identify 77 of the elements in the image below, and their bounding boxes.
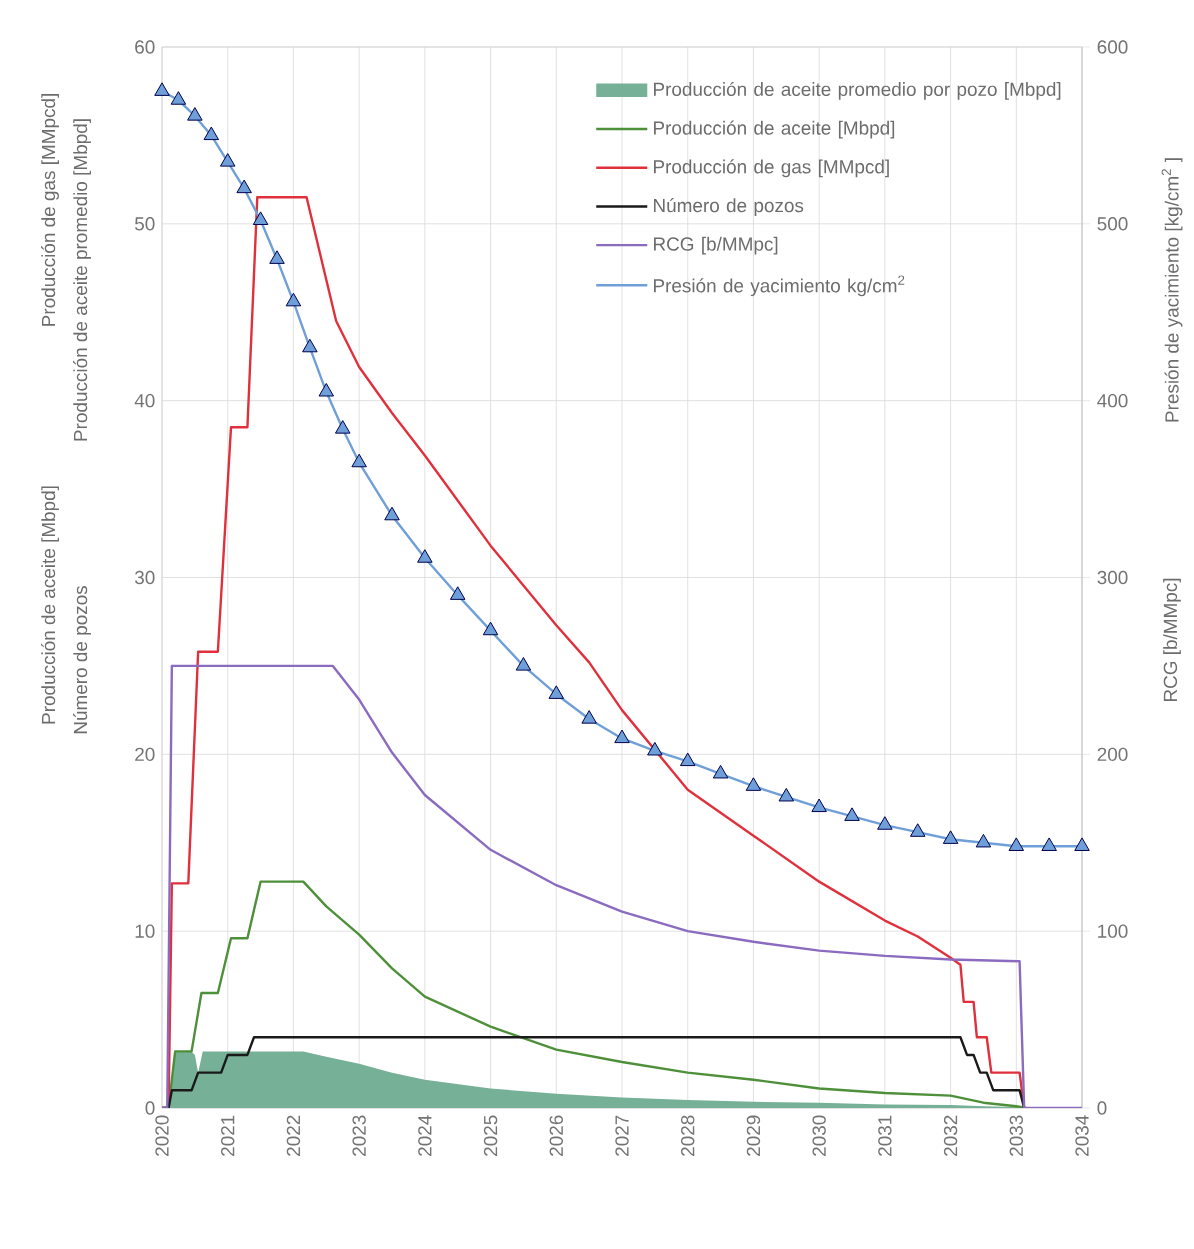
point (679, 752, 696, 767)
point (302, 338, 318, 353)
point (778, 787, 795, 802)
x-tick-label: 2034 (1075, 1115, 1089, 1156)
point (170, 91, 187, 105)
y-tick-label: 10 (135, 924, 155, 938)
point (581, 710, 597, 724)
x-tick-label: 2022 (286, 1115, 301, 1156)
x-tick-label: 2024 (418, 1115, 432, 1156)
x-tick-label: 2031 (878, 1115, 892, 1156)
point (942, 830, 959, 844)
x-tick-label: 2032 (943, 1115, 958, 1156)
point (548, 685, 565, 699)
point (1041, 837, 1057, 851)
x-tick-label: 2026 (549, 1115, 563, 1156)
y-axis-title: Producción de gas [MMpcd] (41, 94, 59, 326)
point (482, 621, 499, 636)
text: Número de pozos (73, 586, 91, 734)
point (745, 777, 762, 791)
line-series (162, 664, 1083, 1108)
point (252, 211, 269, 225)
x-tick-label: 2025 (483, 1115, 498, 1156)
point (909, 823, 926, 837)
point (154, 82, 170, 96)
point (219, 153, 236, 167)
x-tick-label: 2023 (352, 1115, 366, 1156)
x-tick-label: 2030 (812, 1115, 826, 1156)
legend-label: Producción de aceite [Mbpd] (654, 120, 895, 139)
text: Producción de aceite promedio [Mbpd] (73, 119, 91, 441)
y2-tick-label: 400 (1097, 393, 1128, 408)
y-tick-label: 40 (134, 393, 155, 408)
point (975, 833, 992, 848)
x-tick-label: 2027 (615, 1115, 629, 1156)
x-tick-label: 2020 (155, 1115, 169, 1156)
point (811, 798, 827, 813)
y2-tick-label: 100 (1098, 924, 1128, 938)
point (877, 816, 893, 830)
point (417, 549, 433, 563)
point (285, 292, 302, 307)
point (844, 807, 860, 821)
legend-label: Número de pozos (654, 198, 804, 216)
y2-tick-label: 200 (1097, 747, 1128, 762)
point (712, 764, 729, 779)
y-tick-label: 20 (135, 747, 155, 762)
point (318, 382, 335, 397)
x-tick-label: 2029 (746, 1115, 761, 1156)
point (1008, 837, 1025, 851)
point (334, 420, 351, 434)
point (614, 729, 630, 744)
y2-tick-label: 300 (1097, 570, 1128, 585)
point (515, 657, 532, 671)
point (187, 107, 203, 121)
text: RCG [b/MMpc] (1163, 578, 1181, 702)
y-tick-label: 0 (145, 1101, 155, 1115)
y2-tick-label: 600 (1097, 40, 1128, 54)
point (449, 586, 466, 600)
y-tick-label: 30 (134, 570, 155, 585)
point (384, 506, 400, 521)
legend-label: Producción de aceite promedio por pozo [Mbpd] (654, 81, 1061, 100)
x-tick-label: 2021 (221, 1115, 235, 1156)
y2-tick-label: 0 (1097, 1101, 1107, 1115)
point (351, 453, 367, 468)
legend-label: Producción de gas [MMpcd] (654, 159, 889, 178)
y-tick-label: 50 (134, 217, 155, 231)
point (236, 179, 252, 194)
x-tick-label: 2028 (681, 1115, 695, 1156)
y2-axis-title: Presión de yacimiento [kg/cm$^{2}$ ] (1161, 158, 1183, 422)
legend-label: Presión de yacimiento kg/cm$^{2}$ (654, 275, 905, 297)
y2-tick-label: 500 (1097, 217, 1128, 231)
point (203, 126, 220, 141)
y-tick-label: 60 (135, 40, 155, 54)
legend-label: RCG [b/MMpc] (654, 236, 778, 255)
point (647, 741, 663, 756)
point (269, 250, 285, 264)
text: Producción de aceite [Mbpd] (41, 486, 59, 724)
x-tick-label: 2033 (1009, 1115, 1023, 1156)
point (1074, 837, 1090, 851)
